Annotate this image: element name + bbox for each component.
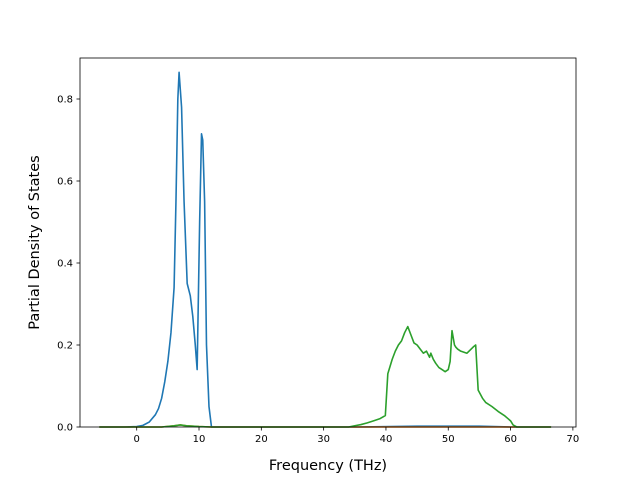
y-tick-label: 0.0: [57, 423, 73, 434]
y-tick-label: 0.2: [57, 341, 73, 352]
x-tick-label: 40: [380, 434, 393, 445]
x-tick-label: 30: [317, 434, 330, 445]
plot-area: [80, 58, 576, 427]
x-tick-label: 70: [567, 434, 580, 445]
y-axis-title: Partial Density of States: [27, 155, 43, 329]
x-tick-label: 20: [255, 434, 268, 445]
y-tick-label: 0.4: [57, 259, 73, 270]
y-axis-ticks: 0.0 0.2 0.4 0.6 0.8: [57, 95, 80, 434]
x-axis-title: Frequency (THz): [269, 458, 387, 474]
x-tick-label: 50: [442, 434, 455, 445]
y-tick-label: 0.8: [57, 95, 73, 106]
plot-frame: [79, 57, 577, 428]
x-axis-ticks: 0 10 20 30 40 50 60 70: [134, 427, 580, 445]
y-tick-label: 0.6: [57, 177, 73, 188]
x-tick-label: 10: [193, 434, 206, 445]
x-tick-label: 60: [504, 434, 517, 445]
x-tick-label: 0: [134, 434, 140, 445]
